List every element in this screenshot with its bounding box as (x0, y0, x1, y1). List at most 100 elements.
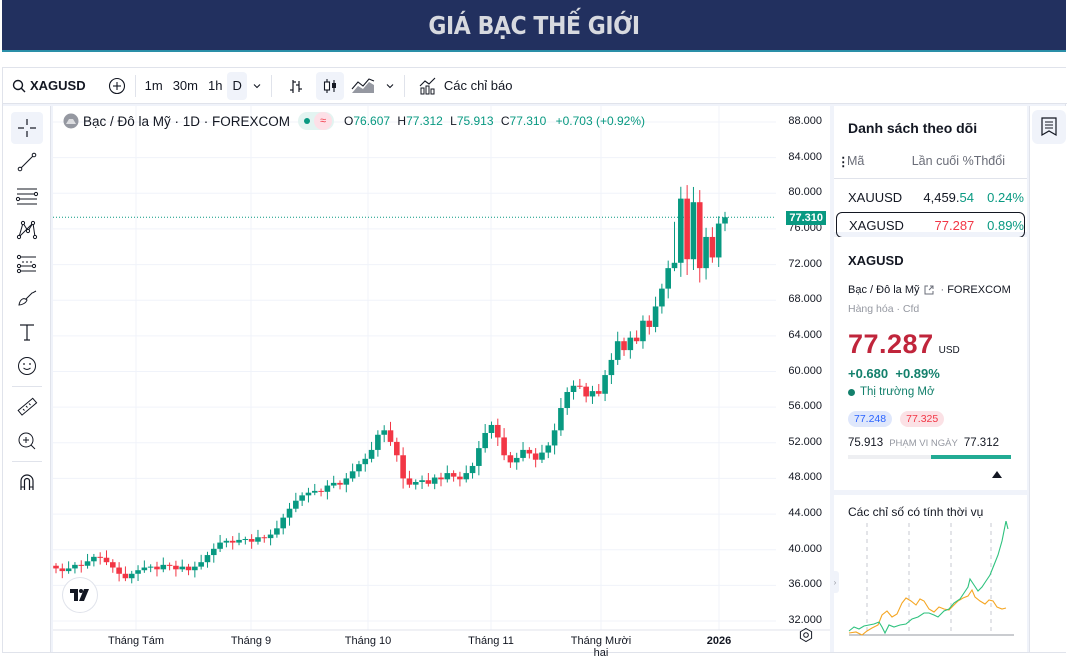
price-tick: 80.000 (788, 186, 822, 199)
price-tick: 32.000 (788, 614, 822, 626)
change-value: +0.703 (+0.92%) (555, 114, 645, 128)
market-status: Thị trường Mở (848, 386, 1013, 398)
external-link-icon[interactable] (923, 284, 935, 296)
time-tick: Tháng 10 (344, 635, 392, 647)
detail-symbol: XAGUSD (848, 253, 904, 268)
watchlist-toggle-button[interactable] (1032, 110, 1066, 144)
interval-dropdown[interactable] (247, 72, 267, 100)
divider (270, 74, 272, 97)
column-menu-icon[interactable]: ⋮ (837, 155, 850, 169)
emoji-tool[interactable] (11, 350, 43, 382)
divider (134, 74, 136, 97)
chart-type-dropdown[interactable] (380, 72, 400, 100)
symbol-search-button[interactable]: XAGUSD (7, 72, 91, 100)
price-tick: 68.000 (788, 293, 822, 306)
market-status-pill[interactable]: ≈ (298, 112, 335, 130)
candles-icon (323, 78, 336, 93)
time-axis[interactable]: Tháng Tám Tháng 9 Tháng 10 Tháng 11 Tháng Mư… (53, 630, 776, 659)
pattern-tool[interactable] (11, 214, 43, 246)
text-tool[interactable] (11, 316, 43, 348)
detail-currency: USD (938, 345, 960, 356)
interval-1h[interactable]: 1h (207, 78, 223, 93)
chevron-down-icon (386, 83, 394, 88)
watchlist-title: Danh sách theo dõi (848, 120, 978, 136)
detail-name-row: Bạc / Đô la Mỹ · FOREXCOM (848, 284, 1011, 296)
time-tick: Tháng Mười hai (570, 635, 632, 659)
watchlist-row-xauusd[interactable]: XAUUSD 4,459.54 0.24% (848, 189, 1024, 205)
crosshair-tool[interactable] (11, 112, 43, 144)
prediction-tool[interactable] (11, 248, 43, 280)
watchlist-row-xagusd[interactable]: XAGUSD 77.287 0.89% (836, 212, 1025, 238)
price-tick: 36.000 (788, 578, 822, 591)
zoom-in-tool[interactable] (11, 425, 43, 457)
text-icon (20, 324, 34, 341)
time-tick: Tháng Tám (107, 635, 165, 647)
delayed-data-icon: ≈ (314, 112, 333, 130)
time-tick: Tháng 9 (230, 635, 272, 647)
magnet-icon (20, 474, 34, 490)
right-sidebar (1029, 106, 1067, 652)
detail-price: 77.287 (848, 329, 934, 359)
candles-style-button[interactable] (315, 71, 344, 100)
indicators-icon (419, 77, 436, 94)
interval-30m[interactable]: 30m (172, 78, 198, 93)
fib-tool[interactable] (11, 180, 43, 212)
collapse-panel-handle[interactable]: › (831, 571, 839, 593)
interval-d[interactable]: D (227, 71, 247, 100)
drawing-toolbar (3, 106, 51, 652)
indicators-button[interactable]: Các chỉ báo (413, 72, 518, 100)
close-value: 77.310 (509, 114, 547, 128)
magnet-tool[interactable] (11, 466, 43, 498)
price-tick: 88.000 (788, 115, 822, 127)
price-tick: 48.000 (788, 471, 822, 484)
candlestick-plot[interactable] (53, 106, 830, 652)
open-value: 76.607 (353, 114, 391, 128)
top-toolbar: XAGUSD 1m 30m 1h D Các chỉ báo (3, 68, 1067, 104)
price-tick: 56.000 (788, 400, 822, 413)
trend-line-tool[interactable] (11, 146, 43, 178)
tradingview-logo[interactable] (63, 578, 97, 612)
price-tick: 64.000 (788, 328, 822, 341)
detail-price-row: 77.287 USD (848, 329, 1013, 360)
area-style-button[interactable] (346, 72, 380, 100)
fib-retracement-icon (15, 188, 39, 205)
bid-badge: 77.248 (848, 411, 893, 427)
detail-change-row: +0.680 +0.89% (848, 366, 940, 381)
status-dot (848, 388, 855, 396)
ohlc-values: O76.607 H77.312 L75.913 C77.310 +0.703 (… (344, 114, 645, 128)
watchlist-header: ⋮ Mã Lần cuối %Thđổi (837, 154, 1005, 169)
pattern-icon (16, 220, 38, 240)
zoom-in-icon (18, 432, 36, 450)
compare-symbol-button[interactable] (103, 72, 131, 100)
low-value: 75.913 (456, 114, 494, 128)
price-tick: 44.000 (788, 507, 822, 520)
price-axis[interactable]: 88.000 84.000 80.000 76.000 72.000 68.000 64.0… (776, 106, 830, 652)
tradingview-logo-icon (70, 589, 89, 601)
tradingview-widget: XAGUSD 1m 30m 1h D Các chỉ báo (2, 67, 1067, 659)
page-banner: GIÁ BẠC THẾ GIỚI (2, 0, 1066, 52)
seasonals-title: Các chỉ số có tính thời vụ (848, 505, 984, 519)
search-icon (12, 79, 26, 92)
detail-category-row: Hàng hóa · Cfd (848, 303, 920, 315)
price-tick: 84.000 (788, 150, 822, 163)
brush-tool[interactable] (11, 282, 43, 314)
silver-symbol-icon (63, 113, 79, 129)
measure-tool[interactable] (11, 391, 43, 423)
trend-line-icon (17, 152, 37, 172)
symbol-label: XAGUSD (30, 78, 86, 93)
indicators-label: Các chỉ báo (443, 78, 513, 93)
day-range: 75.913 PHẠM VI NGÀY 77.312 (848, 437, 999, 449)
chart-title: Bạc / Đô la Mỹ · 1D · FOREXCOM (83, 113, 291, 129)
bar-style-button[interactable] (282, 72, 310, 100)
symbol-detail-card: XAGUSD Bạc / Đô la Mỹ · FOREXCOM Hàng hó… (834, 237, 1027, 490)
seasonals-card: Các chỉ số có tính thời vụ › (831, 495, 1027, 652)
interval-1m[interactable]: 1m (144, 78, 163, 93)
area-chart-icon (351, 77, 375, 93)
settings-button[interactable] (798, 627, 814, 648)
right-panel: Danh sách theo dõi ⋮ Mã Lần cuối %Thđổi … (831, 106, 1027, 652)
price-tick: 40.000 (788, 542, 822, 555)
seasonals-mini-chart[interactable] (834, 521, 1027, 646)
add-circle-icon (108, 77, 125, 94)
day-range-bar (848, 455, 1011, 459)
price-chart[interactable]: Bạc / Đô la Mỹ · 1D · FOREXCOM ≈ O76.607… (53, 106, 830, 659)
